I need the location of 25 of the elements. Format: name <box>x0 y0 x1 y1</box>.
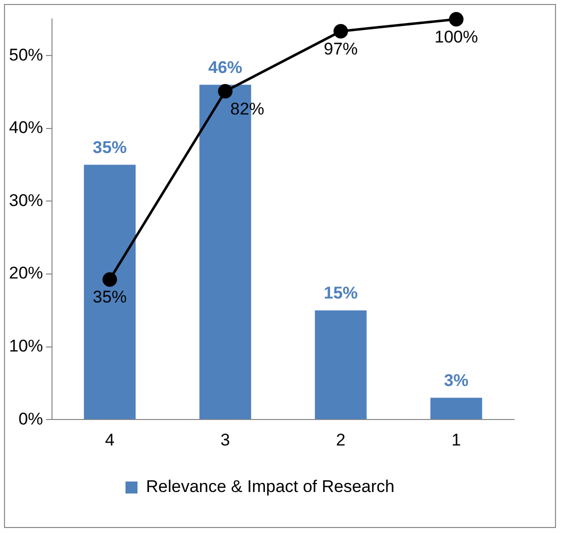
bar <box>84 164 136 420</box>
x-tick-label: 1 <box>452 430 461 450</box>
data-label: 100% <box>434 27 478 46</box>
x-tick-label: 3 <box>220 430 230 450</box>
point <box>102 272 118 287</box>
point <box>449 12 464 26</box>
y-tick-label: 20% <box>8 264 44 283</box>
point <box>218 84 233 99</box>
data-label: 46% <box>208 58 242 77</box>
x-tick-label: 2 <box>336 430 346 450</box>
data-label: 15% <box>324 284 358 303</box>
y-tick-label: 30% <box>8 190 44 210</box>
y-tick-label: 0% <box>18 409 44 428</box>
point <box>334 24 348 38</box>
y-tick-label: 40% <box>8 118 44 138</box>
data-label: 35% <box>92 138 127 157</box>
y-tick-label: 10% <box>8 336 44 356</box>
y-tick-label: 50% <box>8 45 44 64</box>
legend-label: Relevance & Impact of Research <box>146 477 395 496</box>
bar <box>430 398 482 420</box>
data-label: 3% <box>444 370 469 390</box>
bar <box>314 310 367 420</box>
data-label: 97% <box>324 39 358 58</box>
x-tick-label: 4 <box>105 430 115 450</box>
data-label: 35% <box>92 288 127 307</box>
